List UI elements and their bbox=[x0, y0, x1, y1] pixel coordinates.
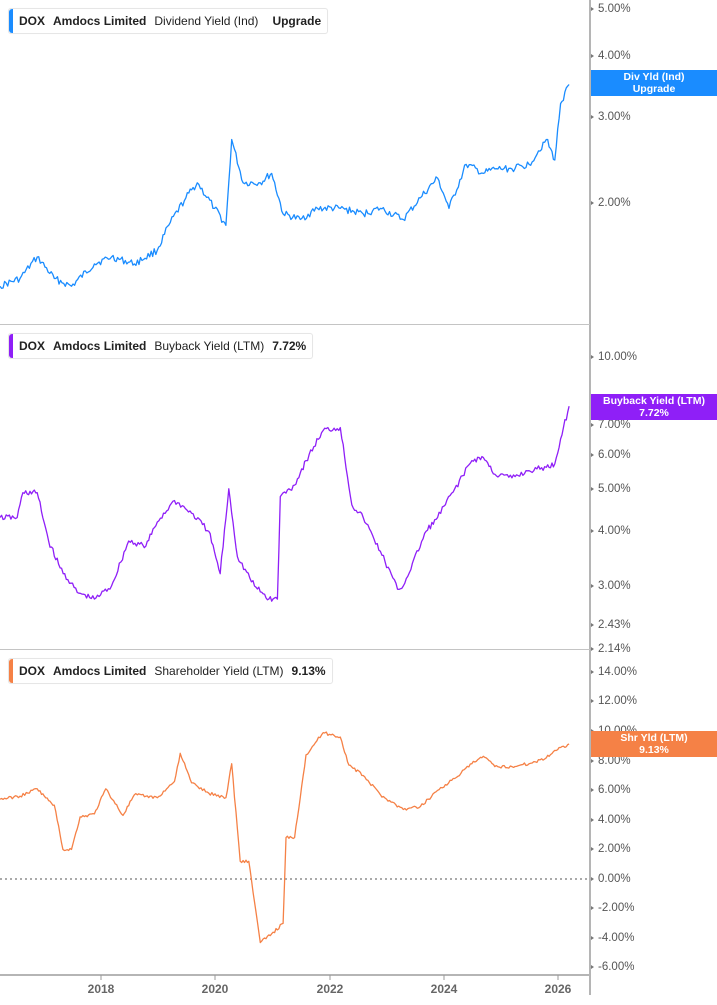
tag-line: Shr Yld (LTM) bbox=[620, 732, 688, 744]
buyback-yield-value-tag: Buyback Yield (LTM) 7.72% bbox=[591, 394, 717, 420]
dividend-yield-line bbox=[0, 84, 570, 289]
y-tick-label: 14.00% bbox=[598, 666, 638, 678]
y-tick-label: 5.00% bbox=[598, 3, 631, 15]
series-color-swatch bbox=[9, 9, 13, 33]
x-tick-label: 2026 bbox=[544, 982, 572, 996]
y-tick-label: -2.00% bbox=[598, 902, 635, 914]
metric-label: Dividend Yield (Ind) bbox=[154, 14, 259, 28]
legend-shareholder-yield[interactable]: DOX Amdocs Limited Shareholder Yield (LT… bbox=[8, 658, 333, 684]
y-tick-label: -4.00% bbox=[598, 932, 635, 944]
y-tick-label: 5.00% bbox=[598, 483, 631, 495]
y-tick-label: 0.00% bbox=[598, 873, 631, 885]
y-tick-label: 6.00% bbox=[598, 784, 631, 796]
legend-buyback-yield[interactable]: DOX Amdocs Limited Buyback Yield (LTM) 7… bbox=[8, 333, 314, 359]
metric-value: 7.72% bbox=[272, 339, 307, 353]
y-tick-label: 2.14% bbox=[598, 643, 631, 655]
y-tick-label: 4.00% bbox=[598, 50, 631, 62]
shareholder-yield-line bbox=[0, 731, 570, 944]
y-tick-label: 6.00% bbox=[598, 449, 631, 461]
y-tick-label: 2.00% bbox=[598, 197, 631, 209]
metric-label: Shareholder Yield (LTM) bbox=[154, 664, 284, 678]
y-tick-label: 4.00% bbox=[598, 525, 631, 537]
x-tick-label: 2018 bbox=[87, 982, 115, 996]
ticker-label: DOX bbox=[19, 339, 46, 353]
metric-label: Buyback Yield (LTM) bbox=[154, 339, 265, 353]
y-tick-label: 8.00% bbox=[598, 755, 631, 767]
y-tick-label: 3.00% bbox=[598, 580, 631, 592]
y-tick-label: 10.00% bbox=[598, 351, 638, 363]
y-tick-label: 7.00% bbox=[598, 419, 631, 431]
tag-line: 7.72% bbox=[639, 407, 669, 419]
y-tick-label: 2.43% bbox=[598, 619, 631, 631]
upgrade-link[interactable]: Upgrade bbox=[272, 14, 322, 28]
y-tick-label: 12.00% bbox=[598, 695, 638, 707]
tag-line: Div Yld (Ind) bbox=[623, 71, 685, 83]
buyback-yield-line bbox=[0, 406, 570, 602]
x-tick-label: 2020 bbox=[201, 982, 229, 996]
y-tick-label: 3.00% bbox=[598, 111, 631, 123]
company-label: Amdocs Limited bbox=[53, 339, 147, 353]
shareholder-yield-value-tag: Shr Yld (LTM) 9.13% bbox=[591, 731, 717, 757]
series-color-swatch bbox=[9, 334, 13, 358]
ticker-label: DOX bbox=[19, 14, 46, 28]
y-tick-label: 2.00% bbox=[598, 843, 631, 855]
ticker-label: DOX bbox=[19, 664, 46, 678]
company-label: Amdocs Limited bbox=[53, 14, 147, 28]
company-label: Amdocs Limited bbox=[53, 664, 147, 678]
dividend-yield-value-tag[interactable]: Div Yld (Ind) Upgrade bbox=[591, 70, 717, 96]
legend-dividend-yield[interactable]: DOX Amdocs Limited Dividend Yield (Ind) … bbox=[8, 8, 329, 34]
x-tick-label: 2024 bbox=[430, 982, 458, 996]
tag-line: Upgrade bbox=[632, 83, 676, 95]
x-tick-label: 2022 bbox=[316, 982, 344, 996]
y-tick-label: 4.00% bbox=[598, 814, 631, 826]
tag-line: 9.13% bbox=[639, 744, 669, 756]
series-color-swatch bbox=[9, 659, 13, 683]
y-tick-label: -6.00% bbox=[598, 961, 635, 973]
metric-value: 9.13% bbox=[291, 664, 326, 678]
tag-line: Buyback Yield (LTM) bbox=[603, 395, 705, 407]
